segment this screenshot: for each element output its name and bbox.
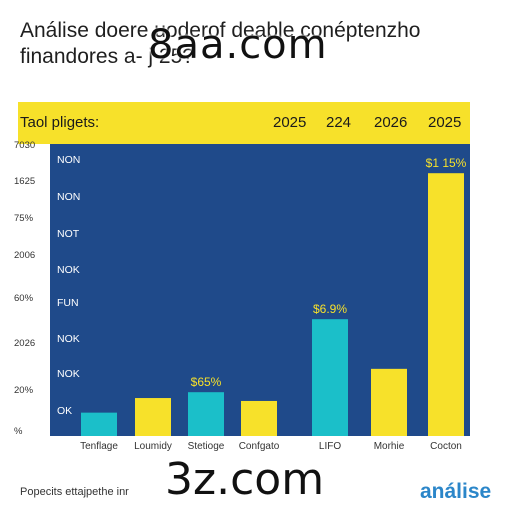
bar-value-label: $65% bbox=[191, 375, 222, 389]
y-tick-label: 60% bbox=[14, 293, 34, 304]
x-tick-label: Confgato bbox=[238, 441, 280, 452]
x-tick-label: Stetioge bbox=[187, 441, 225, 452]
x-tick-label: Tenflage bbox=[80, 441, 118, 452]
bar-lifo bbox=[312, 319, 348, 436]
row-label: NOK bbox=[57, 368, 80, 380]
watermark-top: 8aa.com bbox=[148, 22, 328, 68]
y-tick-label: 75% bbox=[14, 213, 34, 224]
header-year-2: 224 bbox=[326, 114, 352, 131]
title-line-2: finandores a-​​​​​​​​​​​​​​​​​​​​​​​ j​​… bbox=[20, 45, 194, 68]
y-tick-label: 7030 bbox=[14, 140, 36, 151]
bar-stetioge bbox=[188, 392, 224, 436]
row-label: OK bbox=[57, 405, 73, 417]
caption: Popecits ettajpethe inr bbox=[20, 486, 129, 498]
bar-morhie bbox=[371, 368, 407, 436]
y-tick-label: 1625 bbox=[14, 176, 36, 187]
bar-tenflage bbox=[81, 412, 117, 436]
y-tick-label: % bbox=[14, 426, 23, 437]
y-tick-label: 20% bbox=[14, 385, 34, 396]
x-tick-label: Loumidy bbox=[134, 441, 172, 452]
title-line-1: Análise doere​ uoderof deable conéptenzh… bbox=[20, 19, 421, 42]
bar-cocton bbox=[428, 173, 464, 436]
bar-value-label: $6.9% bbox=[313, 302, 347, 316]
bar-loumidy bbox=[135, 398, 171, 436]
row-label: NON bbox=[57, 154, 81, 166]
y-tick-label: 2006 bbox=[14, 250, 36, 261]
bar-confgato bbox=[241, 400, 277, 436]
bar-value-label: $1 15% bbox=[426, 156, 467, 170]
header-year-1: 2025 bbox=[273, 114, 307, 131]
x-tick-label: Cocton bbox=[430, 441, 462, 452]
x-tick-label: Morhie bbox=[373, 441, 405, 452]
row-label: FUN bbox=[57, 297, 79, 309]
header-year-3: 2026 bbox=[374, 114, 408, 131]
row-label: NOT bbox=[57, 228, 80, 240]
chart-title: Análise doere​ uoderof deable conéptenzh… bbox=[20, 18, 500, 70]
row-label: NOK bbox=[57, 333, 80, 345]
row-label: NON bbox=[57, 191, 81, 203]
x-tick-label: LIFO bbox=[318, 441, 342, 452]
header-band: Taol pligets: 2025 224 2026 2025 bbox=[18, 102, 470, 144]
header-year-4: 2025 bbox=[428, 114, 462, 131]
row-label: NOK bbox=[57, 264, 80, 276]
y-tick-label: 2026 bbox=[14, 338, 36, 349]
watermark-bottom: 3z.com bbox=[165, 454, 325, 505]
header-label: Taol pligets: bbox=[20, 114, 100, 131]
brand-logo: análise bbox=[420, 480, 492, 503]
